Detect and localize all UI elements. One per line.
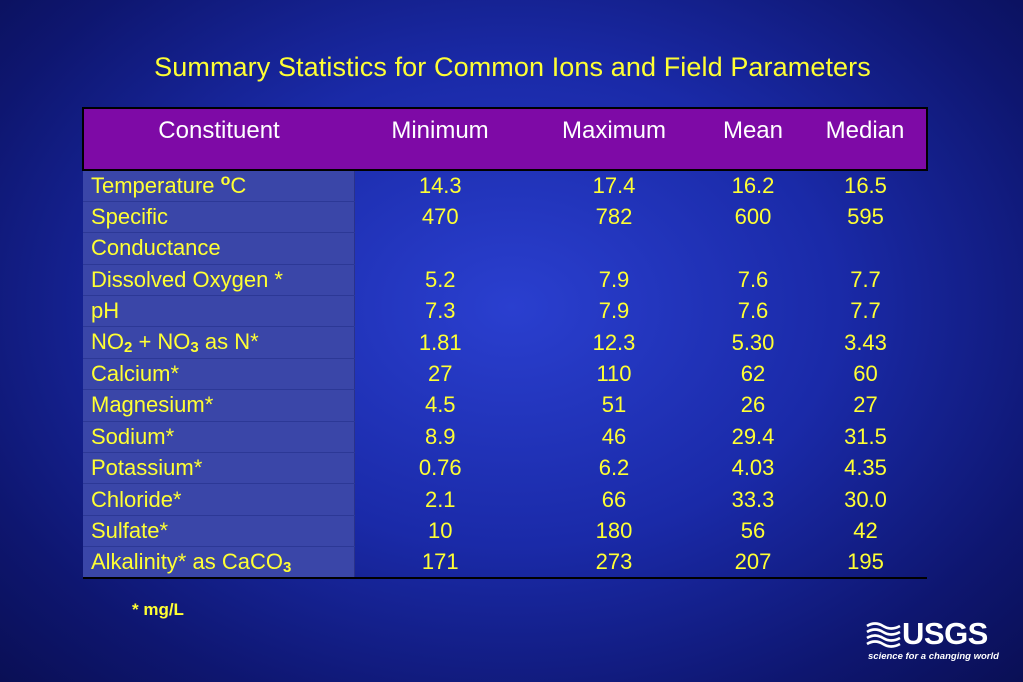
max-value: 46 — [601, 423, 627, 449]
max-value: 7.9 — [598, 266, 630, 292]
constituent-name: Sulfate* — [83, 515, 355, 548]
constituent-name: pH — [83, 295, 355, 328]
header-median: Median — [804, 107, 928, 171]
table-row: Sodium* 8.9 46 29.4 31.5 — [83, 421, 927, 454]
median-value: 60 — [853, 361, 878, 387]
median-value: 30.0 — [844, 486, 887, 512]
table-row: Dissolved Oxygen * 5.2 7.9 7.6 7.7 — [83, 264, 927, 297]
table-row: NO2 + NO3 as N* 1.81 12.3 5.30 3.43 — [83, 326, 927, 359]
constituent-name: Dissolved Oxygen * — [83, 264, 355, 297]
max-value: 110 — [596, 361, 632, 387]
header-constituent: Constituent — [82, 107, 354, 171]
table-row: Calcium* 27 110 62 60 — [83, 358, 927, 391]
mean-value: 26 — [740, 392, 766, 418]
table-row: Magnesium* 4.5 51 26 27 — [83, 389, 927, 422]
mean-value: 600 — [734, 204, 772, 230]
table-row: Conductance — [83, 232, 927, 265]
max-value — [526, 233, 702, 264]
median-value: 31.5 — [844, 423, 887, 449]
median-value: 3.43 — [844, 329, 887, 355]
constituent-name: Potassium* — [83, 452, 355, 485]
max-value: 17.4 — [592, 173, 636, 199]
usgs-wave-icon — [866, 622, 901, 648]
constituent-name: Chloride* — [83, 483, 355, 516]
min-value: 10 — [428, 517, 453, 543]
statistics-table: Constituent Minimum Maximum Mean Median … — [82, 107, 928, 580]
mean-value: 7.6 — [737, 298, 769, 324]
mean-value — [702, 233, 804, 264]
median-value: 7.7 — [850, 266, 881, 292]
table-row: Sulfate* 10 180 56 42 — [83, 515, 927, 548]
max-value: 273 — [526, 546, 702, 580]
units-footnote: * mg/L — [132, 600, 184, 619]
mean-value: 16.2 — [731, 173, 775, 199]
min-value: 171 — [354, 546, 526, 580]
mean-value: 4.03 — [731, 455, 775, 481]
mean-value: 56 — [740, 517, 766, 543]
constituent-name: Sodium* — [83, 421, 355, 454]
table-row: Potassium* 0.76 6.2 4.03 4.35 — [83, 452, 927, 485]
median-value: 7.7 — [850, 298, 881, 324]
min-value: 4.5 — [424, 392, 456, 418]
table-row: Temperature oC 14.3 17.4 16.2 16.5 — [83, 170, 927, 202]
slide-title: Summary Statistics for Common Ions and F… — [154, 52, 871, 82]
median-value: 595 — [847, 204, 884, 230]
median-value: 4.35 — [844, 455, 887, 481]
usgs-tagline: science for a changing world — [868, 651, 999, 662]
mean-value: 33.3 — [731, 486, 775, 512]
median-value — [804, 233, 927, 264]
constituent-name: NO2 + NO3 as N* — [83, 326, 355, 359]
usgs-logo: USGS science for a changing world — [866, 616, 1006, 664]
min-value: 470 — [421, 204, 459, 230]
mean-value: 29.4 — [731, 423, 775, 449]
min-value: 27 — [428, 361, 453, 387]
constituent-name: Conductance — [83, 232, 355, 265]
max-value: 6.2 — [598, 455, 630, 481]
min-value: 2.1 — [424, 486, 456, 512]
min-value: 1.81 — [418, 329, 462, 355]
median-value: 195 — [804, 546, 927, 580]
constituent-name: Magnesium* — [83, 389, 355, 422]
median-value: 42 — [853, 517, 878, 543]
min-value: 8.9 — [424, 423, 456, 449]
mean-value: 62 — [740, 361, 766, 387]
header-minimum: Minimum — [354, 107, 526, 171]
mean-value: 7.6 — [737, 266, 769, 292]
max-value: 180 — [595, 517, 633, 543]
table-row: Specific 470 782 600 595 — [83, 201, 927, 234]
mean-value: 207 — [702, 546, 804, 580]
constituent-name: Calcium* — [83, 358, 355, 391]
max-value: 12.3 — [592, 329, 636, 355]
max-value: 51 — [601, 392, 627, 418]
table-row: Chloride* 2.1 66 33.3 30.0 — [83, 483, 927, 516]
max-value: 7.9 — [598, 298, 630, 324]
min-value: 7.3 — [424, 298, 456, 324]
mean-value: 5.30 — [731, 329, 775, 355]
max-value: 782 — [595, 204, 633, 230]
constituent-name: Alkalinity* as CaCO3 — [83, 546, 355, 580]
table-header-row: Constituent Minimum Maximum Mean Median — [82, 107, 928, 171]
constituent-name: Specific — [83, 201, 355, 234]
min-value: 0.76 — [418, 455, 462, 481]
constituent-name: Temperature oC — [83, 170, 355, 202]
median-value: 16.5 — [844, 173, 887, 199]
max-value: 66 — [601, 486, 627, 512]
usgs-wordmark: USGS — [902, 616, 988, 651]
header-maximum: Maximum — [526, 107, 702, 171]
median-value: 27 — [853, 392, 878, 418]
table-row: pH 7.3 7.9 7.6 7.7 — [83, 295, 927, 328]
header-mean: Mean — [702, 107, 804, 171]
min-value: 14.3 — [418, 173, 462, 199]
min-value: 5.2 — [424, 266, 456, 292]
table-row: Alkalinity* as CaCO3 171 273 207 195 — [83, 546, 927, 580]
min-value — [354, 233, 526, 264]
